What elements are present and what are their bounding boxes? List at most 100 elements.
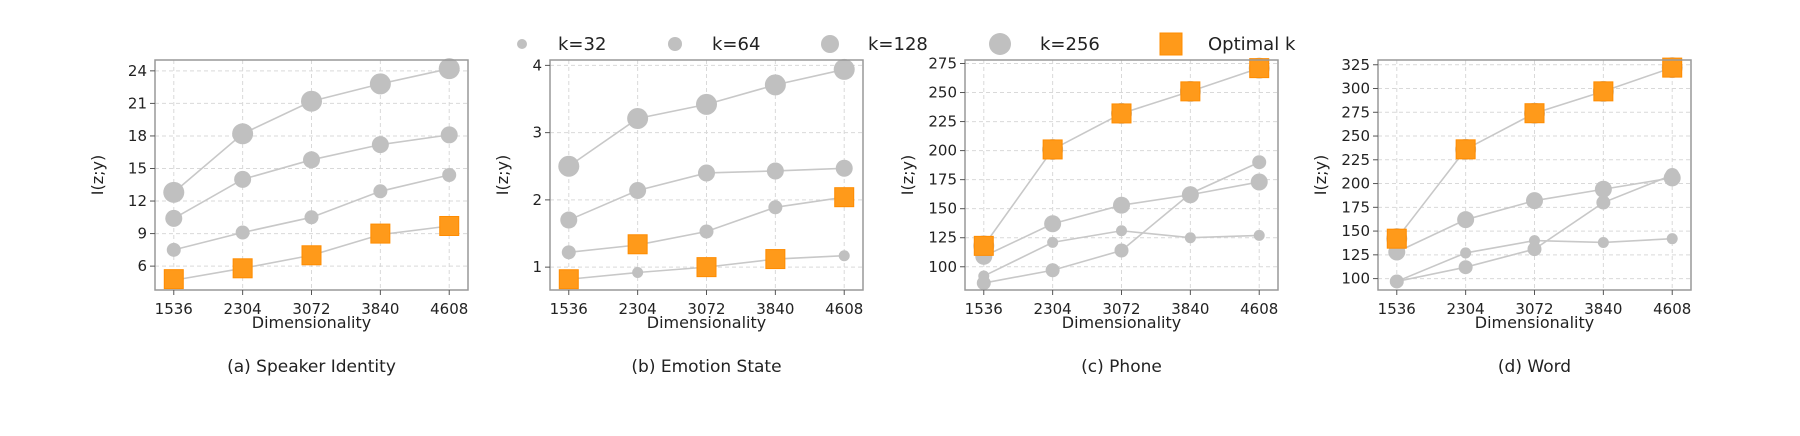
point-k64	[1114, 243, 1129, 258]
x-axis-title: Dimensionality	[647, 313, 766, 332]
point-k64	[304, 210, 319, 225]
optimal-k-marker	[1042, 139, 1063, 160]
point-k32	[1666, 233, 1678, 245]
y-tick-label: 150	[1341, 222, 1370, 240]
optimal-k-marker	[1524, 103, 1545, 124]
x-tick-label: 4608	[430, 300, 468, 318]
point-k256	[163, 181, 185, 203]
point-k128	[766, 162, 784, 180]
legend-marker-k128	[821, 35, 839, 53]
point-k32	[838, 250, 850, 262]
point-k256	[696, 93, 717, 115]
y-tick-label: 250	[1341, 127, 1370, 145]
point-k128	[560, 211, 578, 229]
point-k128	[165, 209, 183, 227]
optimal-k-marker	[1180, 81, 1201, 102]
chart-panel-4: 1536 2304 3072 3840 4608 100 125 150 175 200 225 25…	[1311, 56, 1692, 377]
point-k256	[833, 58, 855, 80]
optimal-k-marker	[627, 234, 648, 255]
point-k64	[1458, 260, 1473, 275]
x-tick-label: 2304	[1447, 300, 1485, 318]
point-k64	[768, 200, 783, 215]
y-tick-label: 15	[128, 159, 147, 177]
y-tick-label: 4	[532, 56, 542, 74]
y-tick-label: 18	[128, 127, 147, 145]
y-tick-label: 150	[928, 200, 957, 218]
point-k256	[558, 155, 580, 177]
optimal-k-marker	[370, 223, 391, 244]
point-k32	[1460, 247, 1472, 259]
optimal-k-marker	[696, 257, 717, 278]
x-tick-label: 4608	[1653, 300, 1691, 318]
x-tick-label: 2304	[1034, 300, 1072, 318]
legend-label-k32: k=32	[558, 34, 606, 55]
point-k64	[1045, 263, 1060, 278]
optimal-k-marker	[1249, 58, 1270, 79]
point-k64	[373, 184, 388, 199]
point-k32	[1597, 236, 1609, 248]
x-tick-label: 3072	[687, 300, 725, 318]
panel-caption: (d) Word	[1498, 357, 1571, 377]
point-k128	[1594, 180, 1612, 198]
legend-label-k128: k=128	[868, 34, 928, 55]
point-k64	[976, 276, 991, 291]
optimal-k-marker	[232, 258, 253, 279]
chart-panel-1: 1536 2304 3072 3840 4608 6 9 12 15 18 21 24 Dimensio…	[88, 58, 469, 377]
point-k128	[1181, 186, 1199, 204]
point-k32	[1047, 236, 1059, 248]
y-axis-title: I(z;y)	[88, 155, 107, 195]
y-tick-label: 9	[137, 225, 147, 243]
y-tick-label: 275	[1341, 103, 1370, 121]
y-tick-label: 275	[928, 54, 957, 72]
legend: k=32 k=64 k=128 k=256 Optimal k	[517, 32, 1296, 56]
x-axis-title: Dimensionality	[1062, 313, 1181, 332]
x-tick-label: 3072	[1515, 300, 1553, 318]
point-k64	[1527, 242, 1542, 257]
y-tick-label: 200	[1341, 175, 1370, 193]
optimal-k-marker	[765, 249, 786, 270]
point-k64	[1596, 195, 1611, 210]
y-tick-label: 24	[128, 62, 147, 80]
optimal-k-marker	[558, 269, 579, 290]
point-k64	[235, 225, 250, 240]
x-tick-label: 3840	[1171, 300, 1209, 318]
y-tick-label: 325	[1341, 56, 1370, 74]
point-k64	[699, 224, 714, 239]
x-tick-label: 3840	[756, 300, 794, 318]
point-k32	[1116, 225, 1127, 237]
point-k128	[1250, 173, 1268, 191]
optimal-k-marker	[1593, 81, 1614, 102]
point-k256	[627, 108, 649, 130]
y-tick-label: 12	[128, 192, 147, 210]
point-k64	[561, 245, 576, 260]
y-tick-label: 300	[1341, 80, 1370, 98]
point-k128	[698, 164, 715, 182]
series-line-k256	[983, 67, 1260, 247]
point-k128	[234, 170, 252, 188]
x-tick-label: 3072	[1102, 300, 1140, 318]
point-k128	[1457, 211, 1475, 229]
point-k64	[442, 168, 457, 182]
y-tick-label: 175	[928, 171, 957, 189]
x-tick-label: 1536	[965, 300, 1003, 318]
panels: 1536 2304 3072 3840 4608691215182124Dimensio…	[88, 54, 1692, 377]
point-k128	[303, 151, 320, 169]
x-tick-label: 3840	[1584, 300, 1622, 318]
optimal-k-marker	[834, 187, 855, 208]
y-tick-label: 175	[1341, 198, 1370, 216]
y-tick-label: 100	[1341, 270, 1370, 288]
optimal-k-marker	[1386, 228, 1407, 249]
y-tick-label: 100	[928, 258, 957, 276]
y-tick-label: 125	[928, 229, 957, 247]
y-tick-label: 200	[928, 142, 957, 160]
point-k256	[232, 123, 254, 145]
y-axis-title: I(z;y)	[1311, 155, 1330, 195]
x-tick-label: 4608	[1240, 300, 1278, 318]
point-k128	[1526, 192, 1543, 210]
point-k256	[438, 58, 460, 80]
x-tick-label: 2304	[619, 300, 657, 318]
point-k64	[166, 242, 181, 257]
y-tick-label: 3	[532, 124, 542, 142]
x-tick-label: 2304	[224, 300, 262, 318]
point-k64	[1252, 155, 1267, 170]
